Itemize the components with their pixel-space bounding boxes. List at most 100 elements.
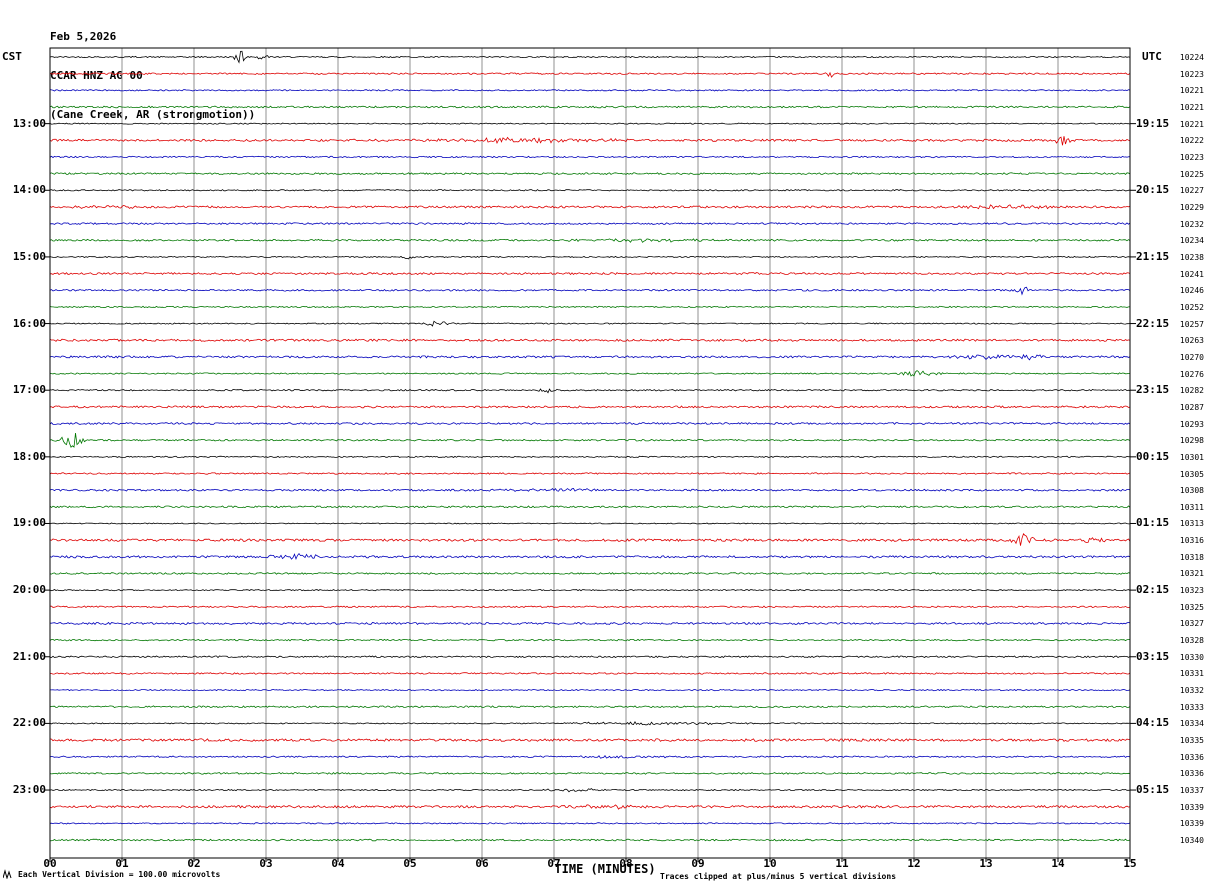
trace-number: 10313 <box>1179 519 1204 529</box>
right-hour-label: 02:15 <box>1136 583 1170 597</box>
trace-row-23 <box>49 433 1131 448</box>
trace-row-37 <box>49 672 1131 675</box>
left-hour-label: 23:00 <box>12 783 46 797</box>
left-hour-label: 13:00 <box>12 116 46 130</box>
trace-row-15 <box>49 305 1131 308</box>
trace-number: 10316 <box>1179 536 1204 546</box>
right-hour-label: 03:15 <box>1136 649 1170 663</box>
trace-number: 10263 <box>1179 336 1204 346</box>
left-axis-header: CST <box>2 50 22 63</box>
trace-row-27 <box>49 505 1131 509</box>
footer-clip-note: Traces clipped at plus/minus 5 vertical … <box>660 872 897 881</box>
left-hour-label: 17:00 <box>12 383 46 397</box>
trace-number: 10331 <box>1179 669 1204 679</box>
left-hour-label: 18:00 <box>12 449 46 463</box>
trace-row-38 <box>50 689 1131 692</box>
trace-number: 10232 <box>1179 219 1204 229</box>
trace-number: 10337 <box>1179 786 1204 796</box>
trace-number: 10318 <box>1179 552 1204 562</box>
trace-number: 10238 <box>1179 252 1204 262</box>
header-station: CCAR HNZ AG 00 <box>50 69 143 82</box>
right-hour-label: 00:15 <box>1136 449 1170 463</box>
trace-row-14 <box>49 286 1131 296</box>
trace-row-13 <box>49 271 1131 276</box>
trace-row-45 <box>49 804 1131 810</box>
x-tick-label: 03 <box>259 857 273 870</box>
trace-number: 10221 <box>1179 119 1204 129</box>
trace-number: 10340 <box>1179 836 1204 846</box>
trace-number: 10234 <box>1179 236 1204 246</box>
right-hour-label: 04:15 <box>1136 716 1170 730</box>
trace-row-9 <box>49 204 1131 210</box>
trace-number: 10330 <box>1179 652 1204 662</box>
trace-number: 10293 <box>1179 419 1204 429</box>
trace-row-10 <box>49 222 1131 225</box>
trace-number: 10282 <box>1179 386 1204 396</box>
trace-number: 10227 <box>1179 186 1204 196</box>
left-hour-label: 16:00 <box>12 316 46 330</box>
trace-row-17 <box>49 338 1131 342</box>
trace-row-6 <box>49 155 1131 159</box>
header-date: Feb 5,2026 <box>50 30 117 43</box>
header: Feb 5,2026 CCAR HNZ AG 00 (Cane Creek, A… <box>50 4 255 147</box>
trace-number: 10339 <box>1179 819 1204 829</box>
right-hour-label: 05:15 <box>1136 783 1170 797</box>
x-tick-label: 12 <box>907 857 921 870</box>
left-hour-label: 19:00 <box>12 516 46 530</box>
trace-number: 10257 <box>1179 319 1204 329</box>
trace-row-2 <box>49 89 1131 92</box>
x-tick-label: 13 <box>979 857 993 870</box>
x-tick-label: 05 <box>403 857 417 870</box>
trace-row-43 <box>49 772 1131 775</box>
right-hour-label: 23:15 <box>1136 383 1170 397</box>
trace-row-12 <box>49 255 1131 260</box>
right-hour-label: 21:15 <box>1136 249 1170 263</box>
trace-number: 10333 <box>1179 702 1204 712</box>
trace-number: 10301 <box>1179 452 1204 462</box>
trace-row-30 <box>49 552 1131 561</box>
trace-number: 10339 <box>1179 802 1204 812</box>
trace-row-31 <box>49 572 1131 575</box>
x-tick-label: 01 <box>115 857 129 870</box>
trace-number: 10252 <box>1179 302 1204 312</box>
trace-number: 10323 <box>1179 586 1204 596</box>
trace-row-20 <box>49 388 1131 394</box>
trace-number: 10246 <box>1179 286 1204 296</box>
left-hour-label: 15:00 <box>12 249 46 263</box>
trace-row-1 <box>49 71 1131 78</box>
right-hour-label: 22:15 <box>1136 316 1170 330</box>
trace-number: 10225 <box>1179 169 1204 179</box>
x-tick-label: 08 <box>619 857 633 870</box>
x-tick-label: 11 <box>835 857 849 870</box>
trace-row-46 <box>49 822 1131 825</box>
trace-row-35 <box>49 638 1131 642</box>
x-tick-label: 10 <box>763 857 777 870</box>
trace-number: 10222 <box>1179 136 1204 146</box>
trace-number: 10336 <box>1179 769 1204 779</box>
right-hour-label: 01:15 <box>1136 516 1170 530</box>
trace-row-36 <box>49 655 1131 659</box>
trace-row-26 <box>49 488 1131 492</box>
plot-border <box>49 47 1131 859</box>
trace-number: 10223 <box>1179 69 1204 79</box>
trace-number: 10311 <box>1179 502 1204 512</box>
trace-row-40 <box>49 721 1131 726</box>
left-hour-label: 22:00 <box>12 716 46 730</box>
trace-row-3 <box>49 105 1131 109</box>
trace-row-5 <box>49 136 1131 146</box>
trace-row-18 <box>49 353 1131 361</box>
x-tick-label: 07 <box>547 857 561 870</box>
footer-scale-text: Each Vertical Division = 100.00 microvol… <box>18 870 221 879</box>
trace-row-42 <box>49 755 1131 759</box>
microvolt-scale-icon <box>3 869 12 879</box>
trace-row-16 <box>49 320 1131 327</box>
left-hour-label: 20:00 <box>12 583 46 597</box>
trace-number: 10224 <box>1179 53 1204 62</box>
trace-row-32 <box>49 589 1131 592</box>
trace-number: 10276 <box>1179 369 1204 379</box>
trace-number: 10328 <box>1179 636 1204 646</box>
x-tick-label: 15 <box>1123 857 1137 870</box>
x-tick-label: 09 <box>691 857 705 870</box>
